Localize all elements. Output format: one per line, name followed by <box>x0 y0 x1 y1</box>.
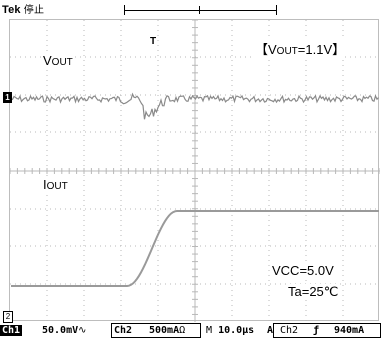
acquisition-state: 停止 <box>23 5 45 16</box>
vcc-label: VCC=5.0V <box>272 263 334 278</box>
trigger-position-marker: T <box>150 36 157 47</box>
trigger-source[interactable]: Ch2 <box>280 325 299 336</box>
brand-name: Tek <box>2 4 21 16</box>
ta-label: Ta=25℃ <box>288 284 339 300</box>
ch2-scale[interactable]: 500mAΩ <box>149 325 186 336</box>
trigger-slope-icon: ƒ <box>313 325 320 336</box>
brand-label: Tek 停止 <box>2 1 44 16</box>
trigger-level[interactable]: 940mA <box>334 325 365 336</box>
trigger-mode[interactable]: A <box>267 325 274 336</box>
graticule <box>10 20 380 322</box>
status-bar: Ch1 50.0mV∿ Ch2 500mAΩ M 10.0µs A Ch2 ƒ … <box>0 322 381 341</box>
header: Tek 停止 <box>0 0 381 18</box>
ch1-scale[interactable]: 50.0mV∿ <box>42 325 87 336</box>
condition-label: 【VOUT=1.1V】 <box>255 39 346 58</box>
ch1-tag[interactable]: Ch1 <box>0 325 23 336</box>
iout-label: IOUT <box>43 177 68 192</box>
ch2-box <box>111 323 201 338</box>
ch2-ground-marker: 2 <box>3 311 13 323</box>
record-timeline <box>124 5 277 15</box>
waveform-screen: T ◂ VOUT IOUT 【VOUT=1.1V】 VCC=5.0V Ta=25… <box>9 19 380 322</box>
timebase[interactable]: M 10.0µs <box>206 325 255 336</box>
ch2-tag[interactable]: Ch2 <box>114 325 133 336</box>
vout-trace <box>10 92 379 120</box>
ch1-ground-marker: 1 <box>3 92 12 103</box>
vout-label: VOUT <box>43 53 73 68</box>
iout-trace <box>11 210 379 287</box>
